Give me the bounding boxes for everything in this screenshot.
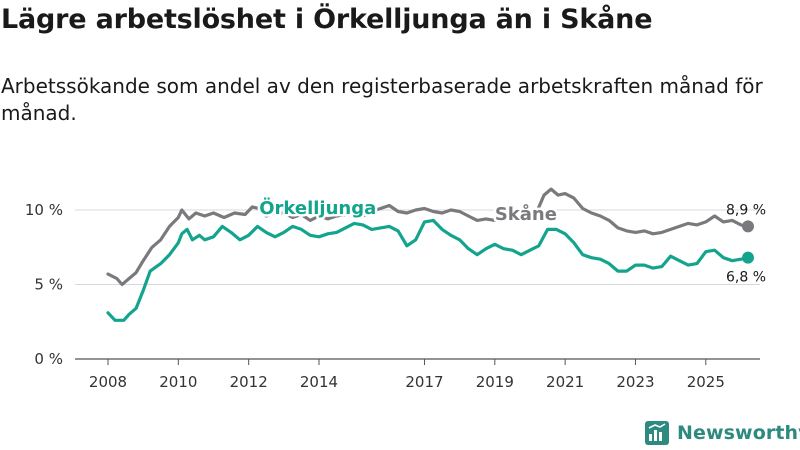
chart-subtitle: Arbetssökande som andel av den registerb…: [1, 74, 763, 125]
newsworthy-logo-icon: [645, 421, 669, 445]
series-layer: [106, 187, 754, 322]
series-name-label: Skåne: [495, 203, 557, 225]
series-end-label: 8,9 %: [726, 202, 766, 218]
x-tick-label: 2019: [476, 373, 514, 391]
line-chart: 2008 2010 2012 2014 2017 2019 2021 2023 2025 0 %…: [25, 187, 766, 391]
x-tick-label: 2025: [687, 373, 725, 391]
series-end-label: 6,8 %: [726, 270, 766, 286]
label-layer: 8,9 % 6,8 % Örkelljunga Skåne: [257, 195, 766, 286]
x-axis: 2008 2010 2012 2014 2017 2019 2021 2023 2025: [89, 359, 725, 391]
series-line-orkelljunga: [106, 218, 750, 322]
x-tick-label: 2014: [300, 373, 338, 391]
y-axis: 0 % 5 % 10 %: [25, 201, 63, 368]
x-tick-label: 2010: [159, 373, 197, 391]
y-tick-label: 0 %: [34, 350, 63, 368]
brand-logo: Newsworthy: [645, 420, 800, 446]
series-name-label: Örkelljunga: [259, 197, 376, 219]
brand-name: Newsworthy: [677, 422, 800, 444]
x-tick-label: 2012: [230, 373, 268, 391]
series-line-skane: [106, 187, 750, 287]
x-tick-label: 2017: [405, 373, 443, 391]
series-end-point: [742, 251, 754, 264]
x-tick-label: 2008: [89, 373, 127, 391]
series-end-point: [742, 220, 754, 233]
y-tick-label: 10 %: [25, 201, 63, 219]
y-tick-label: 5 %: [34, 276, 63, 294]
x-tick-label: 2021: [546, 373, 584, 391]
x-tick-label: 2023: [616, 373, 654, 391]
chart-title: Lägre arbetslöshet i Örkelljunga än i Sk…: [1, 4, 653, 35]
